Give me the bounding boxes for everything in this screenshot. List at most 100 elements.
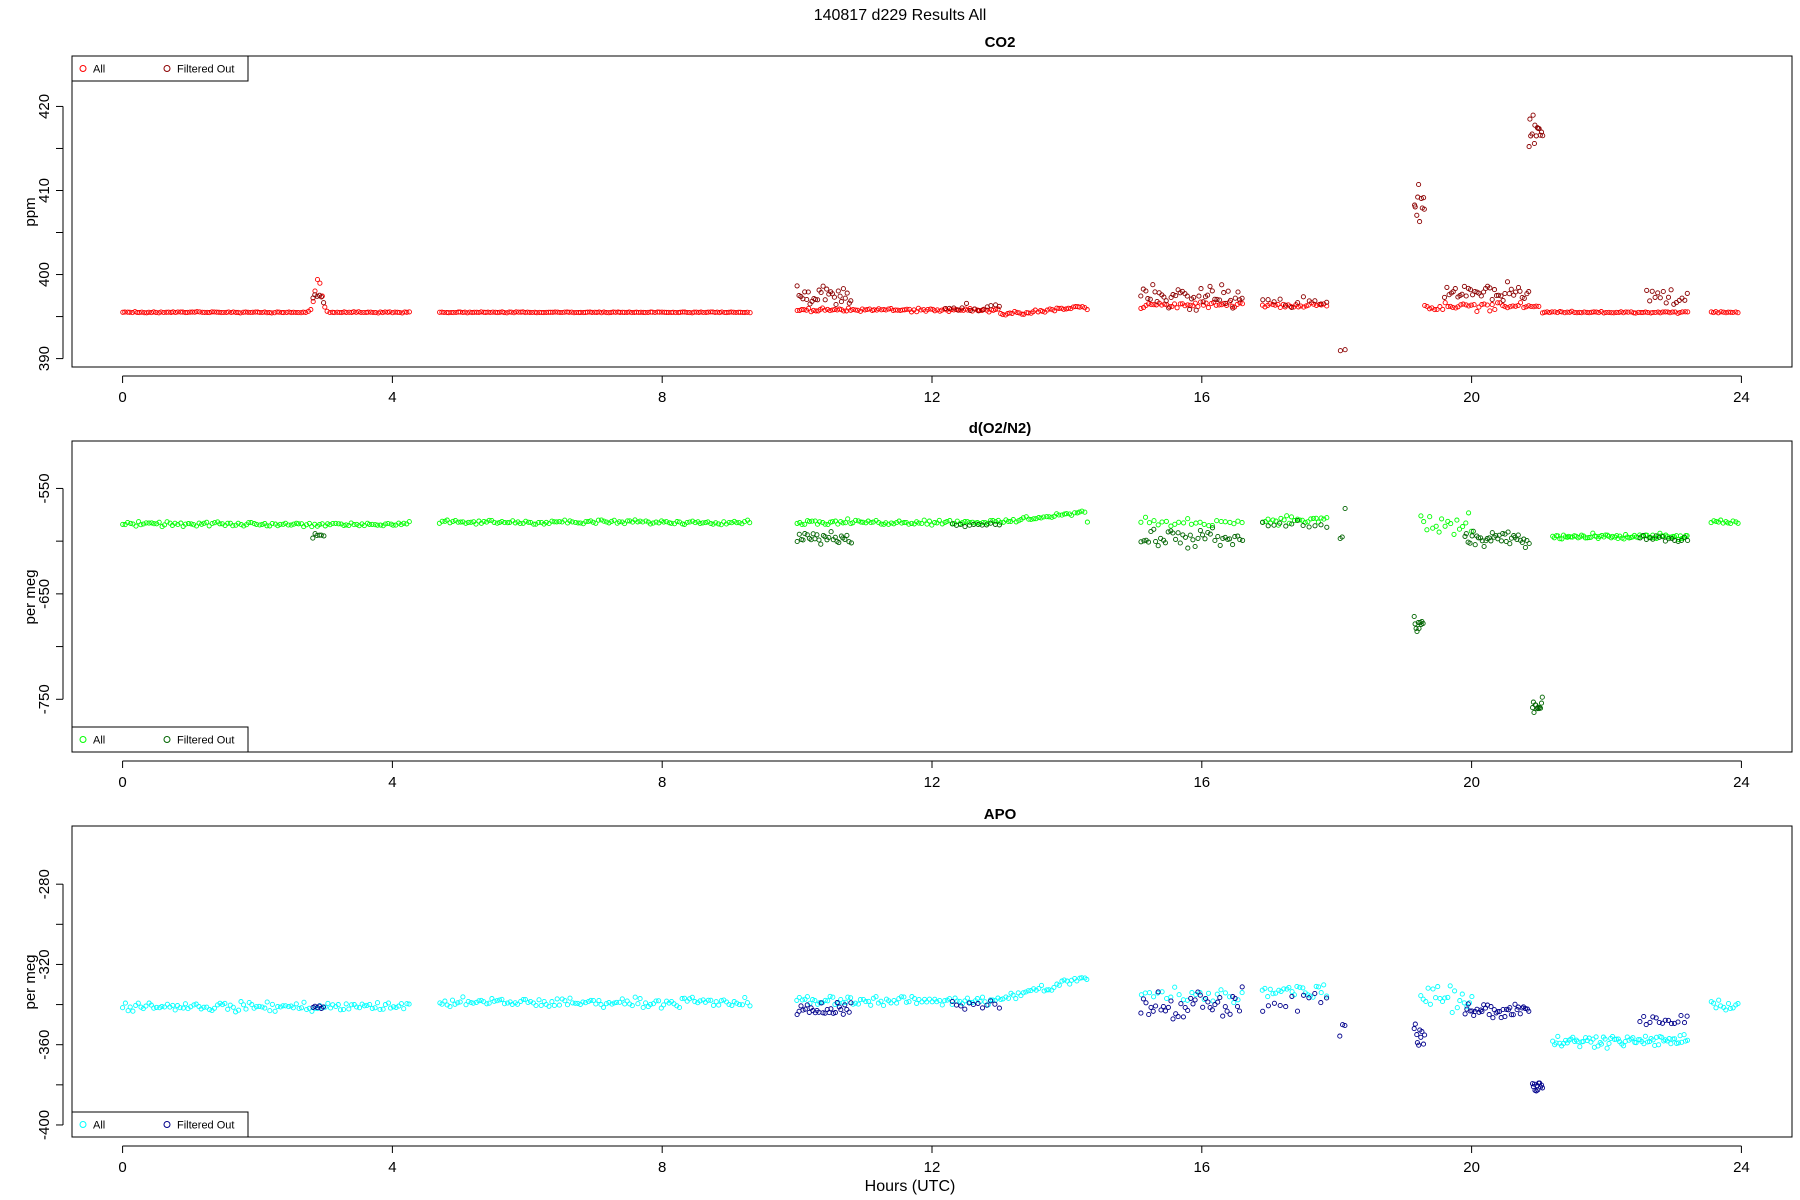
apo-all-point	[442, 998, 448, 1004]
apo-filtered-point	[1340, 1022, 1346, 1028]
co2-filtered-point	[1214, 296, 1220, 302]
co2-all-point	[196, 309, 203, 315]
co2-filtered-point	[1289, 304, 1295, 310]
o2n2-all-point	[161, 522, 168, 528]
apo-all-point	[238, 999, 244, 1005]
apo-filtered-point	[1168, 998, 1174, 1004]
o2n2-all-point	[1286, 520, 1292, 526]
apo-all-point	[637, 996, 643, 1002]
co2-all-point	[237, 310, 243, 316]
o2n2-all-point	[929, 522, 935, 528]
apo-filtered-point	[979, 1005, 986, 1011]
apo-all-point	[1297, 984, 1303, 990]
apo-filtered-point	[970, 1001, 976, 1008]
apo-all-point	[501, 1001, 508, 1007]
apo-all-point	[159, 1003, 165, 1010]
apo-filtered-point	[1283, 1004, 1289, 1010]
co2-filtered-point	[1173, 293, 1179, 299]
o2n2-all-point	[883, 520, 889, 526]
apo-all-point	[236, 1007, 242, 1013]
co2-filtered-point	[1312, 298, 1318, 304]
o2n2-filtered-point	[1151, 526, 1157, 532]
co2-all-point	[566, 309, 572, 315]
co2-all-point	[324, 308, 330, 314]
o2n2-filtered-point	[1232, 534, 1238, 540]
co2-all-point	[439, 309, 445, 315]
co2-filtered-point	[1421, 195, 1427, 201]
apo-all-point	[514, 1001, 521, 1007]
o2n2-all-point	[1235, 518, 1241, 524]
apo-filtered-point	[1678, 1012, 1684, 1019]
apo-all-point	[796, 994, 802, 1001]
apo-all-point	[822, 997, 828, 1003]
co2-filtered-point	[1526, 289, 1532, 295]
o2n2-filtered-point	[957, 521, 964, 528]
o2n2-all-point	[1059, 512, 1065, 518]
co2-all-point	[404, 309, 410, 315]
co2-filtered-point	[1217, 297, 1223, 303]
apo-filtered-point	[1465, 1001, 1471, 1007]
apo-y-tick-label: -400	[36, 1110, 53, 1140]
apo-all-point	[1294, 983, 1300, 990]
apo-filtered-point	[1178, 1001, 1184, 1007]
apo-all-point	[802, 996, 808, 1002]
co2-all-point	[1715, 310, 1721, 316]
apo-filtered-point	[1420, 1041, 1427, 1047]
o2n2-all-point	[447, 520, 453, 526]
co2-all-point	[1536, 303, 1542, 309]
o2n2-filtered-point	[1162, 540, 1168, 546]
co2-all-point	[832, 307, 838, 313]
o2n2-all-point	[876, 520, 882, 526]
apo-all-point	[393, 1004, 399, 1010]
o2n2-all-point	[1427, 514, 1433, 520]
apo-all-point	[1227, 994, 1233, 1000]
co2-filtered-point	[318, 294, 324, 300]
co2-all-point	[1596, 310, 1602, 316]
apo-filtered-point	[820, 1010, 826, 1016]
o2n2-filtered-point	[1515, 532, 1521, 538]
co2-all-point	[1198, 299, 1204, 305]
o2n2-all-point	[277, 521, 283, 527]
apo-all-point	[1041, 988, 1047, 994]
co2-all-point	[550, 309, 556, 315]
apo-all-point	[1056, 982, 1062, 988]
apo-all-point	[593, 1001, 599, 1007]
o2n2-all-point	[853, 517, 859, 523]
o2n2-all-point	[865, 518, 871, 524]
apo-all-point	[590, 997, 596, 1004]
co2-filtered-point	[1530, 112, 1536, 118]
o2n2-all-point	[366, 521, 373, 527]
apo-all-point	[122, 1000, 128, 1006]
o2n2-all-point	[888, 520, 894, 526]
o2n2-x-tick-label: 16	[1193, 774, 1210, 791]
apo-all-point	[742, 994, 748, 1001]
co2-all-point	[1515, 302, 1521, 309]
co2-filtered-point	[1295, 300, 1301, 306]
co2-filtered-point	[1441, 294, 1448, 300]
co2-filtered-point	[833, 301, 839, 308]
o2n2-all-point	[336, 521, 342, 527]
co2-all-point	[1733, 309, 1739, 315]
co2-filtered-point	[1684, 290, 1690, 296]
o2n2-filtered-point	[1220, 535, 1226, 542]
co2-filtered-point	[1513, 289, 1519, 295]
apo-all-point	[681, 995, 688, 1001]
apo-all-point	[962, 998, 968, 1004]
apo-all-point	[172, 1007, 178, 1013]
co2-filtered-point	[1682, 297, 1688, 303]
co2-all-point	[1270, 302, 1276, 308]
co2-all-point	[1603, 309, 1609, 316]
o2n2-filtered-point	[1185, 545, 1191, 551]
apo-all-point	[374, 1000, 381, 1006]
apo-all-point	[687, 996, 693, 1002]
o2n2-filtered-point	[1230, 542, 1236, 548]
o2n2-all-point	[333, 520, 339, 526]
co2-all-point	[172, 309, 179, 316]
apo-filtered-point	[1508, 1012, 1514, 1018]
o2n2-all-point	[235, 520, 241, 526]
apo-all-point	[398, 1001, 404, 1007]
co2-filtered-point	[1665, 294, 1672, 300]
o2n2-all-point	[458, 519, 464, 525]
co2-all-point	[1606, 309, 1612, 315]
apo-filtered-point	[1411, 1026, 1417, 1032]
